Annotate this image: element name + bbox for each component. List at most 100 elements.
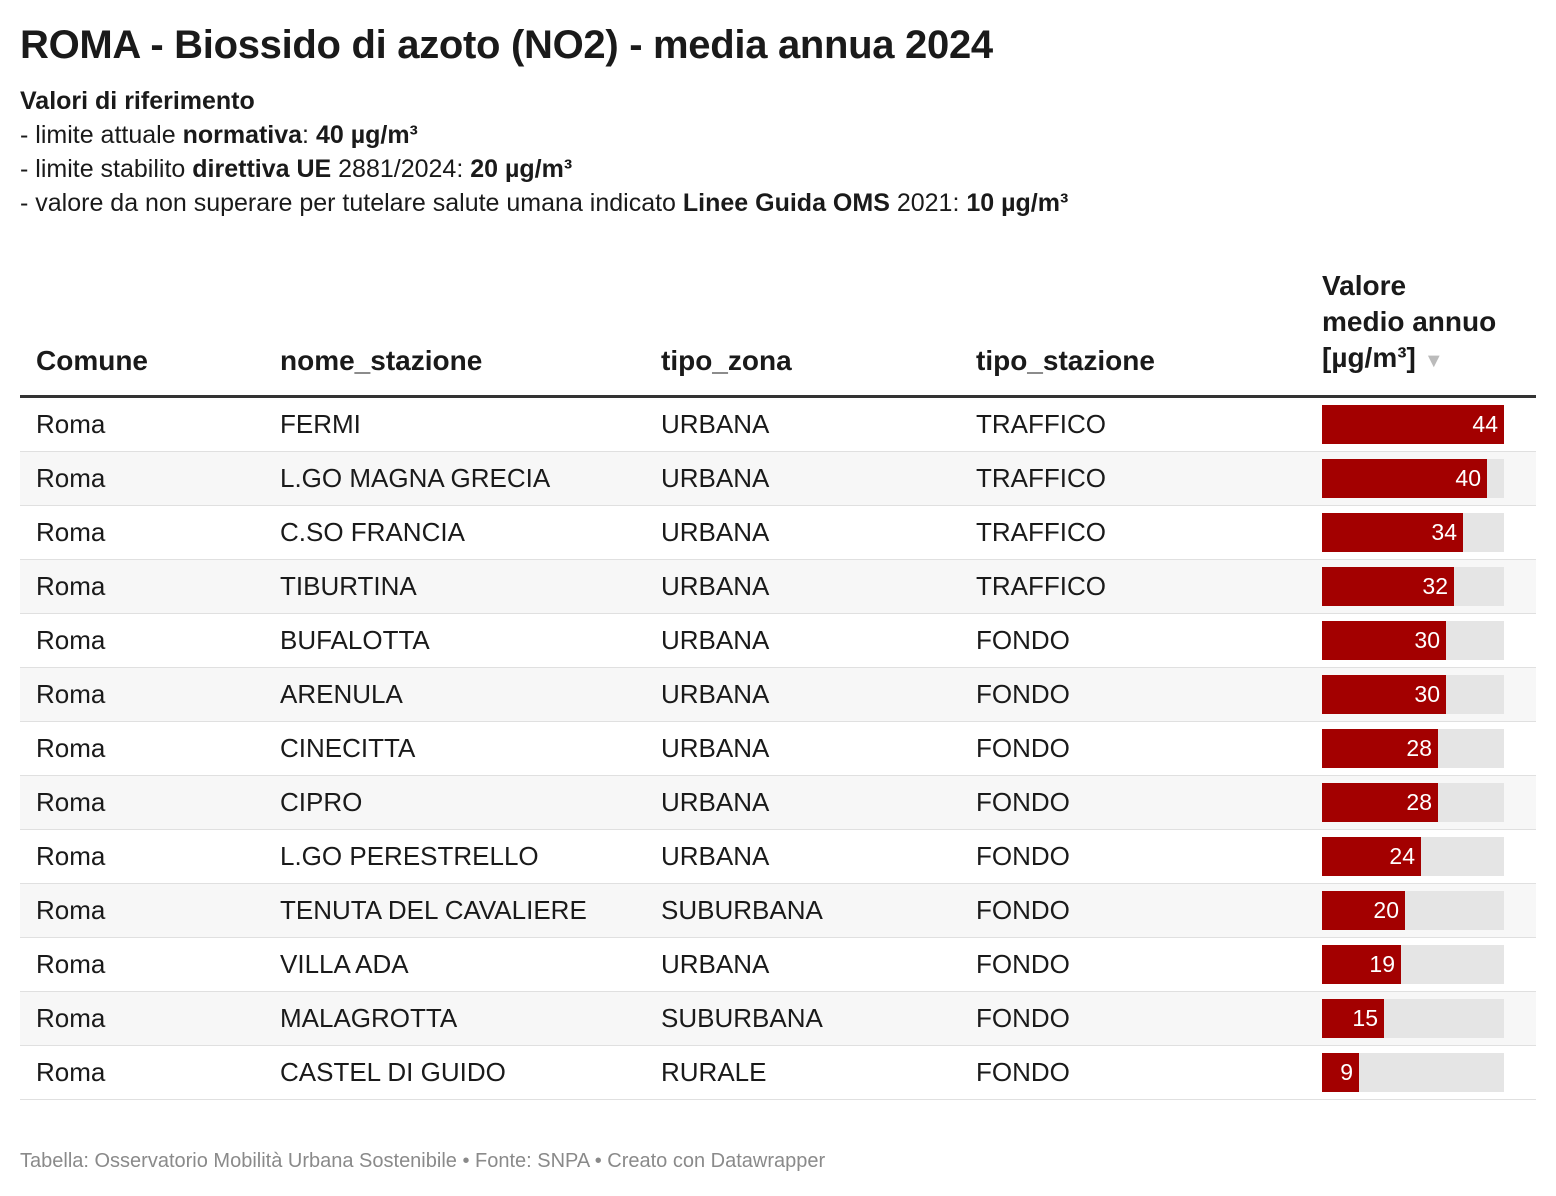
bar-track: 9 <box>1322 1053 1504 1092</box>
column-header-valore-unit: [µg/m³] <box>1322 342 1416 373</box>
table-row: Roma BUFALOTTA URBANA FONDO 30 <box>20 613 1536 668</box>
cell-valore: 28 <box>1322 721 1536 776</box>
bar <box>1322 459 1487 498</box>
cell-tipo-zona: SUBURBANA <box>645 883 960 938</box>
description-bold: normativa <box>182 121 303 149</box>
bar-value-label: 19 <box>1369 951 1395 977</box>
bar <box>1322 675 1446 714</box>
table-row: Roma MALAGROTTA SUBURBANA FONDO 15 <box>20 991 1536 1046</box>
table-row: Roma C.SO FRANCIA URBANA TRAFFICO 34 <box>20 505 1536 560</box>
cell-tipo-zona: URBANA <box>645 451 960 506</box>
table-row: Roma ARENULA URBANA FONDO 30 <box>20 667 1536 722</box>
column-header-valore[interactable]: Valore medio annuo [µg/m³] ▼ <box>1322 268 1536 398</box>
cell-nome-stazione: TENUTA DEL CAVALIERE <box>264 883 645 938</box>
cell-valore: 44 <box>1322 396 1536 452</box>
table-header-row: Comune nome_stazione tipo_zona tipo_staz… <box>20 268 1536 398</box>
chart-container: ROMA - Biossido di azoto (NO2) - media a… <box>20 20 1536 1100</box>
bar-value-label: 40 <box>1455 465 1481 491</box>
sort-down-icon[interactable]: ▼ <box>1423 350 1444 372</box>
table-row: Roma TENUTA DEL CAVALIERE SUBURBANA FONDO 20 <box>20 883 1536 938</box>
cell-valore: 24 <box>1322 829 1536 884</box>
cell-tipo-zona: URBANA <box>645 721 960 776</box>
bar-track: 19 <box>1322 945 1504 984</box>
cell-tipo-stazione: FONDO <box>960 775 1322 830</box>
cell-comune: Roma <box>20 883 264 938</box>
bar-track: 30 <box>1322 621 1504 660</box>
description-bold: direttiva UE <box>192 155 332 183</box>
cell-nome-stazione: CINECITTA <box>264 721 645 776</box>
cell-valore: 19 <box>1322 937 1536 992</box>
cell-valore: 32 <box>1322 559 1536 614</box>
cell-nome-stazione: VILLA ADA <box>264 937 645 992</box>
column-header-nome-stazione[interactable]: nome_stazione <box>264 268 645 398</box>
column-header-comune[interactable]: Comune <box>20 268 264 398</box>
column-header-valore-line: [µg/m³] ▼ <box>1322 340 1536 379</box>
bar-value-label: 28 <box>1406 789 1432 815</box>
cell-nome-stazione: FERMI <box>264 396 645 452</box>
cell-tipo-zona: URBANA <box>645 505 960 560</box>
bar-track: 40 <box>1322 459 1504 498</box>
bar <box>1322 999 1384 1038</box>
table-row: Roma L.GO PERESTRELLO URBANA FONDO 24 <box>20 829 1536 884</box>
data-table: Comune nome_stazione tipo_zona tipo_staz… <box>20 268 1536 1100</box>
description-line: - limite stabilito direttiva UE 2881/202… <box>20 152 1536 186</box>
cell-nome-stazione: ARENULA <box>264 667 645 722</box>
cell-tipo-stazione: TRAFFICO <box>960 451 1322 506</box>
bar <box>1322 405 1504 444</box>
cell-tipo-stazione: FONDO <box>960 667 1322 722</box>
bar <box>1322 837 1421 876</box>
bar-value-label: 24 <box>1389 843 1415 869</box>
cell-tipo-zona: URBANA <box>645 396 960 452</box>
table-row: Roma FERMI URBANA TRAFFICO 44 <box>20 396 1536 452</box>
cell-comune: Roma <box>20 667 264 722</box>
bar-track: 44 <box>1322 405 1504 444</box>
cell-nome-stazione: MALAGROTTA <box>264 991 645 1046</box>
bar-track: 32 <box>1322 567 1504 606</box>
bar-value-label: 44 <box>1472 411 1498 437</box>
description-bold: Linee Guida OMS <box>682 189 890 217</box>
description-bold: 20 µg/m³ <box>470 155 573 183</box>
bar-value-label: 20 <box>1373 897 1399 923</box>
cell-tipo-stazione: TRAFFICO <box>960 396 1322 452</box>
cell-tipo-zona: URBANA <box>645 667 960 722</box>
cell-comune: Roma <box>20 451 264 506</box>
bar-value-label: 28 <box>1406 735 1432 761</box>
cell-comune: Roma <box>20 829 264 884</box>
cell-nome-stazione: TIBURTINA <box>264 559 645 614</box>
description-text: 2021: <box>889 189 967 217</box>
bar <box>1322 1053 1359 1092</box>
description-text: 2881/2024: <box>331 155 471 183</box>
chart-title: ROMA - Biossido di azoto (NO2) - media a… <box>20 23 993 67</box>
description-text: : <box>302 121 316 149</box>
description-line: - limite attuale normativa: 40 µg/m³ <box>20 118 1536 152</box>
bar <box>1322 567 1454 606</box>
bar <box>1322 783 1438 822</box>
description-text: - valore da non superare per tutelare sa… <box>20 189 683 217</box>
cell-valore: 20 <box>1322 883 1536 938</box>
cell-comune: Roma <box>20 775 264 830</box>
table-body: Roma FERMI URBANA TRAFFICO 44 Roma L.GO MAGNA … <box>20 396 1536 1100</box>
bar-track: 15 <box>1322 999 1504 1038</box>
cell-valore: 30 <box>1322 667 1536 722</box>
column-header-tipo-zona[interactable]: tipo_zona <box>645 268 960 398</box>
cell-nome-stazione: BUFALOTTA <box>264 613 645 668</box>
description-text: - limite attuale <box>20 121 183 149</box>
cell-tipo-stazione: TRAFFICO <box>960 559 1322 614</box>
description-line: - valore da non superare per tutelare sa… <box>20 186 1536 220</box>
cell-comune: Roma <box>20 559 264 614</box>
table-row: Roma L.GO MAGNA GRECIA URBANA TRAFFICO 40 <box>20 451 1536 506</box>
column-header-tipo-stazione[interactable]: tipo_stazione <box>960 268 1322 398</box>
cell-tipo-stazione: FONDO <box>960 613 1322 668</box>
bar-value-label: 30 <box>1414 681 1440 707</box>
cell-tipo-stazione: TRAFFICO <box>960 505 1322 560</box>
description-heading: Valori di riferimento <box>20 87 255 115</box>
bar-track: 20 <box>1322 891 1504 930</box>
cell-tipo-stazione: FONDO <box>960 937 1322 992</box>
cell-tipo-stazione: FONDO <box>960 991 1322 1046</box>
cell-tipo-zona: URBANA <box>645 775 960 830</box>
cell-tipo-zona: URBANA <box>645 937 960 992</box>
table-row: Roma VILLA ADA URBANA FONDO 19 <box>20 937 1536 992</box>
cell-nome-stazione: CIPRO <box>264 775 645 830</box>
cell-comune: Roma <box>20 505 264 560</box>
cell-tipo-zona: SUBURBANA <box>645 991 960 1046</box>
